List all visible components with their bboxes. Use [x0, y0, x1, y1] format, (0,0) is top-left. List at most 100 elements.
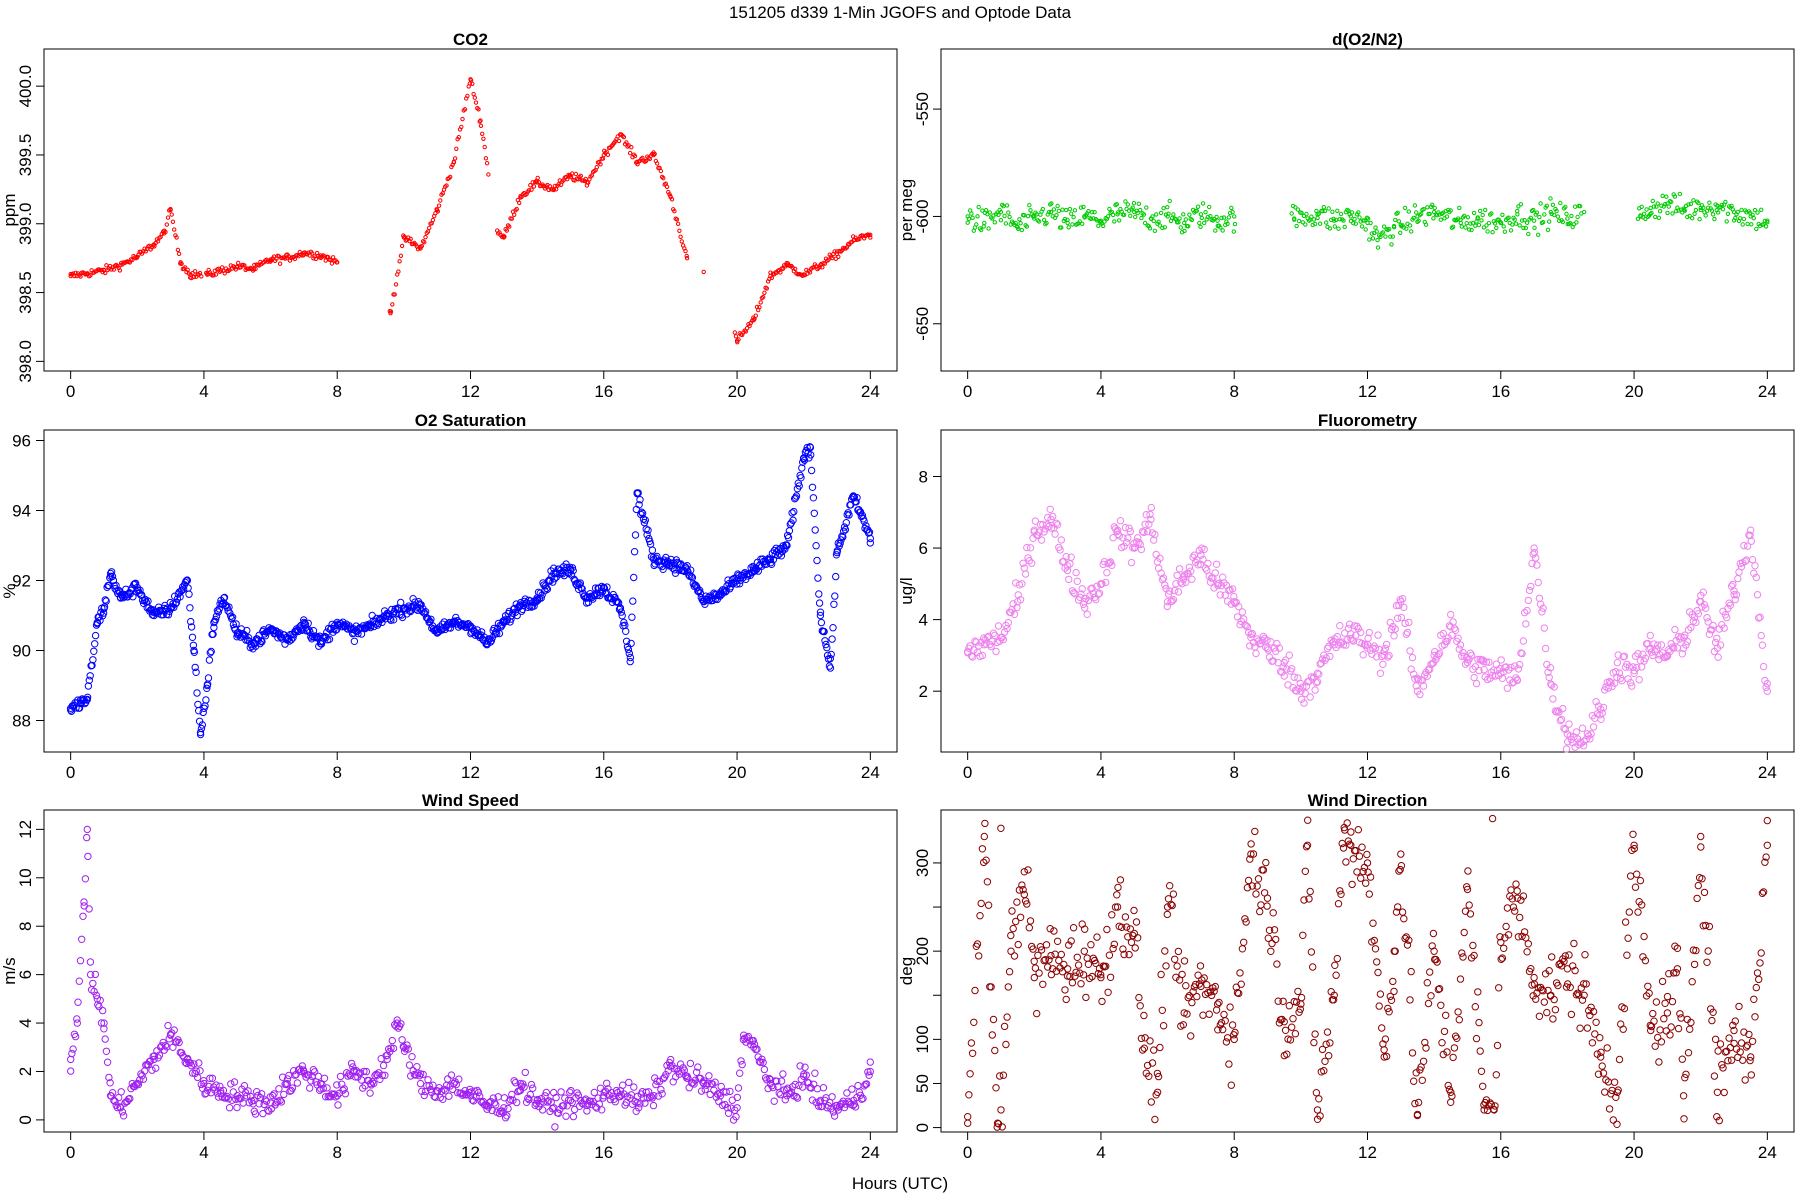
data-point	[92, 991, 101, 1000]
data-point	[1725, 1034, 1733, 1042]
data-point	[1122, 923, 1131, 931]
x-tick-label: 0	[66, 1143, 75, 1162]
data-point	[1223, 1034, 1232, 1042]
data-point	[84, 682, 93, 690]
data-point	[1609, 1116, 1618, 1124]
y-axis-label: m/s	[0, 957, 19, 984]
data-point	[992, 647, 1000, 656]
data-point	[1504, 931, 1513, 939]
data-point	[759, 1058, 767, 1067]
data-point	[1688, 201, 1694, 207]
data-point	[1097, 971, 1105, 979]
data-point	[677, 228, 682, 234]
data-point	[689, 1079, 697, 1087]
data-point	[736, 576, 745, 584]
data-point	[1079, 971, 1088, 979]
data-point	[1447, 610, 1455, 619]
data-point	[101, 268, 107, 273]
data-point	[1516, 660, 1524, 669]
data-point	[1028, 559, 1036, 567]
data-point	[518, 194, 523, 199]
data-point	[1353, 868, 1361, 876]
data-point	[1580, 742, 1588, 750]
data-point	[1288, 1023, 1296, 1031]
data-point	[797, 474, 805, 482]
data-point	[529, 1084, 537, 1092]
data-point	[192, 269, 198, 274]
data-point	[1156, 1043, 1164, 1052]
y-tick-label: 100	[913, 1025, 932, 1053]
data-point	[1230, 1035, 1238, 1044]
data-point	[1141, 520, 1149, 528]
data-point	[150, 611, 158, 620]
data-point	[1741, 1076, 1749, 1084]
data-point	[612, 1086, 621, 1095]
data-point	[850, 1096, 858, 1105]
data-point	[1646, 631, 1655, 640]
data-point	[1322, 208, 1328, 214]
data-point	[1402, 630, 1411, 638]
data-point	[1440, 1027, 1449, 1036]
data-point	[989, 1015, 998, 1024]
data-point	[1316, 1112, 1324, 1120]
data-point	[1138, 207, 1143, 213]
data-point	[509, 216, 514, 221]
data-point	[812, 1098, 820, 1107]
data-point	[1347, 634, 1355, 643]
data-point	[1523, 225, 1529, 231]
data-point	[1305, 895, 1313, 903]
data-point	[1045, 522, 1053, 531]
data-point	[503, 1112, 511, 1120]
data-point	[988, 1031, 996, 1039]
data-point	[1762, 683, 1770, 691]
data-point	[118, 1108, 127, 1116]
data-point	[1404, 226, 1409, 231]
data-point	[801, 1063, 809, 1071]
data-point	[755, 562, 763, 570]
data-point	[1700, 888, 1709, 897]
data-point	[1345, 840, 1354, 848]
data-point	[808, 1096, 817, 1104]
data-point	[1571, 743, 1579, 751]
data-point	[203, 681, 212, 690]
data-point	[1458, 220, 1464, 226]
data-point	[1230, 598, 1238, 606]
data-point	[992, 220, 997, 225]
data-point	[1142, 220, 1148, 226]
data-point	[666, 1062, 675, 1071]
data-point	[318, 253, 323, 258]
data-point	[1365, 216, 1371, 221]
data-point	[1528, 215, 1534, 221]
data-point	[1096, 223, 1101, 229]
data-point	[1200, 974, 1208, 982]
x-tick-label: 8	[332, 763, 341, 782]
data-point	[394, 1024, 403, 1032]
data-point	[127, 1084, 135, 1093]
data-point	[1460, 928, 1468, 937]
data-point	[966, 1070, 974, 1078]
data-point	[1171, 212, 1176, 217]
data-point	[1329, 996, 1338, 1004]
data-point	[1335, 208, 1340, 214]
data-point	[670, 1065, 679, 1073]
data-point	[189, 641, 198, 649]
data-point	[1402, 205, 1408, 211]
data-point	[815, 590, 823, 598]
data-point	[1070, 222, 1075, 227]
data-point	[589, 595, 597, 603]
data-point	[1130, 205, 1136, 210]
data-point	[1512, 217, 1517, 222]
data-point	[1532, 554, 1540, 562]
data-point	[1668, 643, 1677, 651]
data-point	[1719, 202, 1725, 208]
data-point	[1263, 644, 1272, 652]
data-point	[790, 507, 798, 516]
data-point	[1706, 205, 1711, 210]
data-point	[565, 177, 570, 182]
data-point	[1173, 571, 1181, 580]
data-point	[1041, 956, 1050, 964]
data-point	[841, 525, 850, 534]
data-point	[1751, 562, 1759, 570]
data-point	[840, 1103, 849, 1112]
data-point	[778, 547, 786, 556]
